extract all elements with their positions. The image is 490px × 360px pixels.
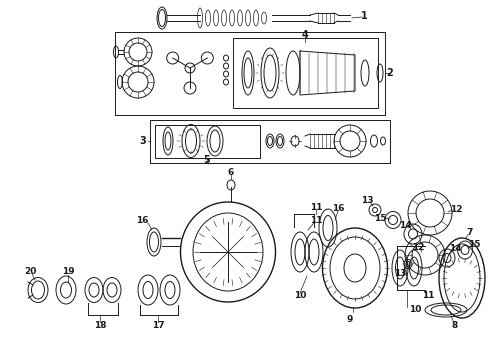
Text: 20: 20 <box>24 267 36 276</box>
Text: 8: 8 <box>452 320 458 329</box>
Bar <box>155 125 260 158</box>
Text: 15: 15 <box>468 239 480 248</box>
Text: 16: 16 <box>332 203 344 212</box>
Text: 10: 10 <box>294 292 306 301</box>
Text: 11: 11 <box>310 202 322 212</box>
Text: 11: 11 <box>310 216 322 225</box>
Text: 19: 19 <box>62 267 74 276</box>
Text: 4: 4 <box>302 30 308 40</box>
Text: 9: 9 <box>347 315 353 324</box>
Bar <box>115 32 385 115</box>
Text: 3: 3 <box>140 136 147 146</box>
Text: 7: 7 <box>467 228 473 237</box>
Text: 1: 1 <box>361 11 368 21</box>
Text: 16: 16 <box>136 216 148 225</box>
Text: 14: 14 <box>399 220 411 230</box>
Text: 11: 11 <box>422 292 434 301</box>
Text: 13: 13 <box>361 195 373 204</box>
Text: 18: 18 <box>94 320 106 329</box>
Bar <box>233 38 378 108</box>
Text: 6: 6 <box>228 167 234 176</box>
Text: 15: 15 <box>374 213 386 222</box>
Text: 17: 17 <box>152 320 164 329</box>
Bar <box>150 120 390 163</box>
Text: 10: 10 <box>409 306 421 315</box>
Text: 14: 14 <box>449 243 461 252</box>
Text: 2: 2 <box>387 68 393 78</box>
Text: 13: 13 <box>394 270 406 279</box>
Text: 12: 12 <box>412 243 424 252</box>
Text: 12: 12 <box>450 204 462 213</box>
Text: 5: 5 <box>204 155 210 165</box>
